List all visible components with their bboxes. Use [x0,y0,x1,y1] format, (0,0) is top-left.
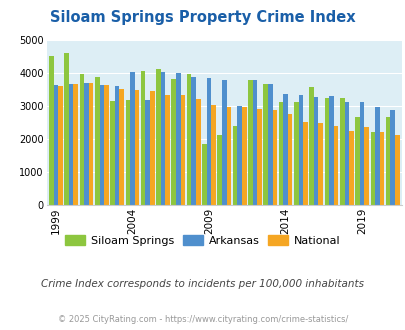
Bar [206,78,211,205]
Bar [191,77,196,205]
Bar [318,123,322,205]
Bar [263,84,267,205]
Bar [379,132,384,205]
Bar [141,71,145,205]
Bar [247,80,252,205]
Bar [257,109,261,205]
Bar [283,94,287,205]
Bar [237,106,241,205]
Bar [394,135,399,205]
Bar [232,126,237,205]
Bar [354,117,359,205]
Bar [125,100,130,205]
Bar [328,96,333,205]
Bar [374,107,379,205]
Bar [64,53,69,205]
Bar [339,98,344,205]
Bar [186,74,191,205]
Bar [267,84,272,205]
Bar [313,97,318,205]
Bar [287,114,292,205]
Bar [73,84,78,205]
Bar [115,86,119,205]
Bar [272,110,277,205]
Bar [333,126,337,205]
Bar [211,105,215,205]
Legend: Siloam Springs, Arkansas, National: Siloam Springs, Arkansas, National [61,231,344,250]
Bar [69,84,73,205]
Bar [222,80,226,205]
Bar [156,69,160,205]
Bar [79,74,84,205]
Bar [110,101,115,205]
Bar [298,95,303,205]
Bar [49,56,53,205]
Bar [119,89,124,205]
Bar [226,107,230,205]
Bar [202,144,206,205]
Bar [324,98,328,205]
Bar [385,117,390,205]
Bar [252,80,257,205]
Bar [104,85,109,205]
Bar [130,72,134,205]
Bar [99,85,104,205]
Bar [370,132,374,205]
Bar [171,79,176,205]
Bar [176,73,180,205]
Bar [364,127,368,205]
Bar [344,102,348,205]
Bar [293,102,298,205]
Bar [217,135,222,205]
Bar [241,107,246,205]
Bar [58,86,63,205]
Text: Crime Index corresponds to incidents per 100,000 inhabitants: Crime Index corresponds to incidents per… [41,279,364,289]
Bar [145,100,150,205]
Bar [165,95,170,205]
Bar [359,102,364,205]
Bar [309,87,313,205]
Bar [134,90,139,205]
Bar [278,102,283,205]
Bar [160,72,165,205]
Bar [89,83,93,205]
Bar [180,95,185,205]
Bar [84,82,89,205]
Bar [390,110,394,205]
Text: © 2025 CityRating.com - https://www.cityrating.com/crime-statistics/: © 2025 CityRating.com - https://www.city… [58,315,347,324]
Bar [348,131,353,205]
Bar [53,85,58,205]
Bar [303,122,307,205]
Text: Siloam Springs Property Crime Index: Siloam Springs Property Crime Index [50,10,355,25]
Bar [95,77,99,205]
Bar [150,91,154,205]
Bar [196,99,200,205]
